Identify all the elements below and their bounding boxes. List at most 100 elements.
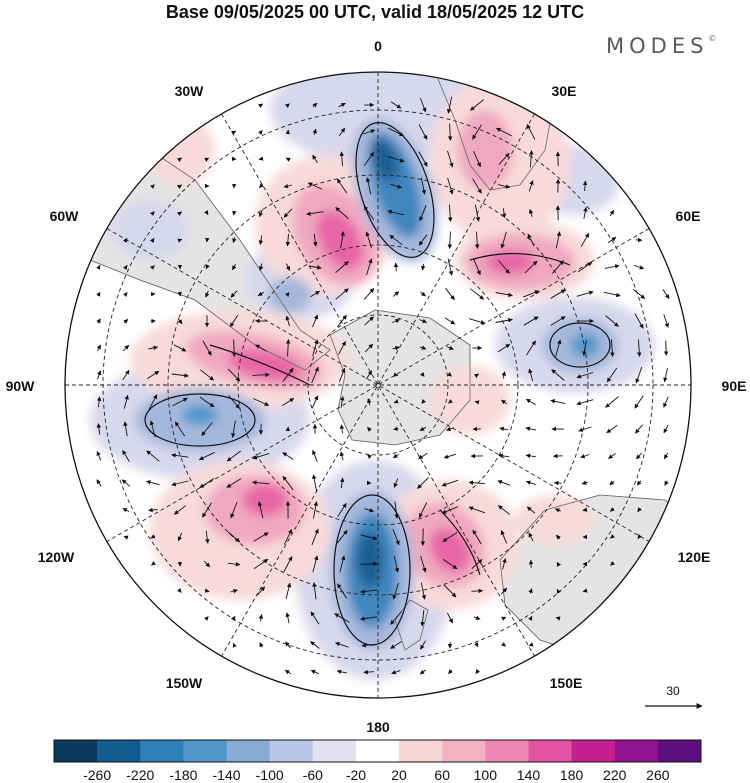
wind-arrow: [468, 506, 486, 514]
wind-arrow: [337, 583, 347, 599]
colorbar-swatch: [571, 740, 616, 762]
wind-arrow: [360, 534, 378, 541]
wind-arrow: [227, 531, 241, 543]
wind-arrow: [285, 315, 290, 327]
wind-arrow: [526, 398, 536, 406]
wind-arrow: [337, 314, 347, 328]
colorbar-tick-label: 140: [517, 767, 541, 783]
wind-arrow: [550, 399, 566, 405]
colorbar-tick-label: -100: [256, 767, 284, 783]
wind-arrow: [392, 291, 400, 297]
wind-arrow: [468, 318, 486, 325]
brand-mark: ©: [708, 34, 717, 43]
wind-arrow: [607, 236, 617, 244]
wind-arrow: [311, 366, 319, 383]
lon-label-60e: 60E: [676, 208, 701, 224]
lon-label-60w: 60W: [50, 208, 80, 224]
wind-arrow: [472, 178, 482, 194]
wind-arrow: [360, 589, 378, 594]
lon-label-120e: 120E: [678, 549, 711, 565]
wind-arrow: [418, 452, 428, 460]
wind-arrow: [474, 373, 480, 378]
wind-arrow: [149, 420, 156, 438]
wind-arrow: [497, 343, 511, 353]
wind-arrow: [252, 480, 270, 485]
wind-arrow: [555, 616, 561, 621]
neg-strong-4: [571, 333, 599, 357]
wind-arrow: [226, 478, 242, 488]
colorbar-swatch: [54, 740, 98, 762]
wind-arrow: [419, 204, 427, 222]
wind-arrow: [285, 641, 291, 649]
wind-arrow: [174, 505, 186, 515]
wind-arrow: [501, 399, 507, 405]
wind-arrow: [582, 340, 587, 356]
wind-arrow: [634, 313, 644, 329]
wind-arrow: [418, 234, 428, 246]
wind-arrow: [501, 641, 506, 647]
wind-arrow: [232, 263, 237, 271]
wind-arrow: [337, 503, 347, 517]
wind-arrow: [446, 426, 454, 431]
wind-arrow: [442, 532, 458, 542]
wind-arrow: [497, 480, 511, 486]
brand-text: MODES: [606, 34, 709, 58]
wind-arrow: [553, 480, 562, 486]
wind-arrow: [284, 292, 290, 298]
wind-arrow: [663, 452, 669, 460]
wind-arrow: [203, 616, 209, 622]
wind-arrow: [441, 506, 459, 514]
wind-arrow: [447, 150, 454, 168]
wind-arrow: [253, 532, 269, 542]
wind-arrow: [417, 477, 429, 489]
wind-arrow: [174, 421, 186, 437]
colorbar-tick-label: -60: [303, 767, 323, 783]
colorbar-tick-label: 20: [391, 767, 407, 783]
wind-arrow: [603, 291, 621, 298]
longitude-labels: 0 180 90W 90E 30W 60W 30E 60E 120W 150W …: [6, 38, 747, 735]
wind-arrow: [96, 318, 101, 324]
wind-arrow: [392, 318, 401, 324]
wind-arrow: [610, 533, 615, 539]
wind-arrow: [363, 669, 375, 675]
wind-arrow: [338, 367, 346, 382]
wind-arrow: [501, 208, 507, 219]
wind-arrow: [204, 210, 209, 216]
colorbar-tick-label: 180: [560, 767, 584, 783]
wind-arrow: [284, 669, 292, 675]
wind-arrow: [605, 396, 619, 408]
wind-arrow: [634, 395, 644, 409]
wind-arrow: [363, 151, 375, 166]
wind-arrow: [664, 480, 669, 486]
wind-arrow: [231, 130, 237, 135]
wind-arrow: [498, 453, 510, 458]
wind-arrow: [256, 586, 266, 596]
lon-label-120w: 120W: [38, 549, 75, 565]
wind-arrow: [258, 614, 264, 622]
wind-arrow: [253, 558, 269, 570]
wind-arrow: [310, 611, 320, 625]
wind-arrow: [605, 315, 619, 327]
wind-arrow: [285, 129, 290, 135]
neg-max-2: [357, 532, 383, 588]
wind-arrow: [172, 397, 188, 407]
wind-arrow: [255, 344, 267, 352]
wind-arrow: [637, 534, 643, 539]
wind-arrow: [311, 395, 319, 409]
wind-arrow: [258, 209, 264, 218]
wind-arrow: [97, 370, 102, 380]
wind-arrow: [231, 420, 236, 438]
wind-arrow: [580, 232, 590, 247]
colorbar-swatch: [442, 740, 486, 762]
wind-arrow: [582, 507, 588, 512]
wind-arrow: [122, 369, 130, 381]
wind-arrow: [228, 395, 240, 409]
latitude-circle-1: [307, 314, 449, 456]
colorbar-tick-label: -220: [126, 767, 154, 783]
wind-arrow: [475, 231, 480, 249]
wind-arrow: [392, 582, 400, 600]
wind-arrow: [528, 180, 534, 192]
wind-arrow: [528, 588, 533, 594]
wind-arrow: [470, 288, 485, 300]
lon-label-30e: 30E: [552, 83, 577, 99]
